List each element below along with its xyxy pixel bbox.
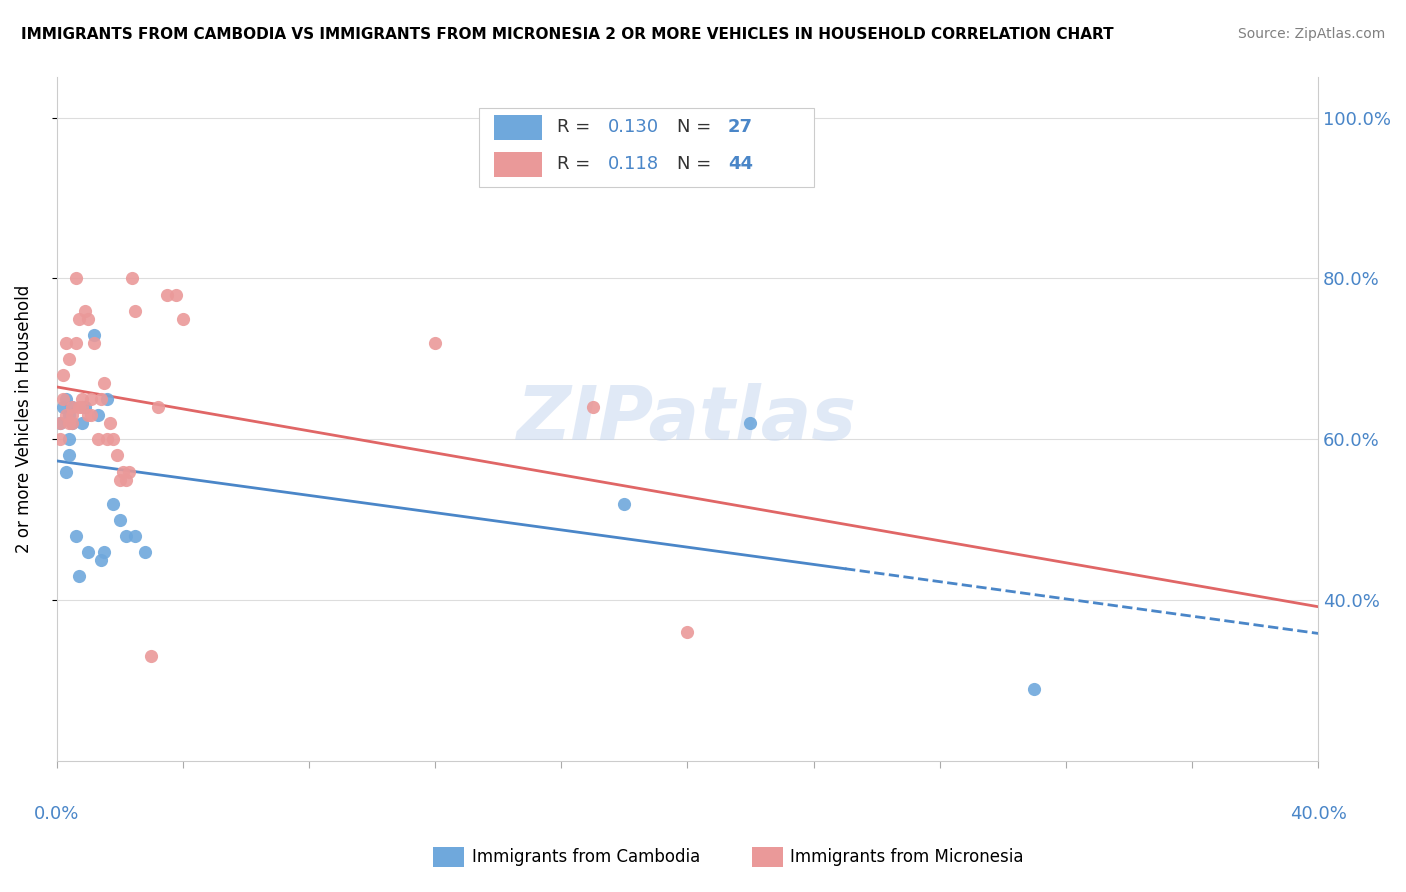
- Point: [134, 545, 156, 559]
- Point: [70, 392, 93, 406]
- Point: [80, 408, 103, 422]
- Point: [77, 311, 100, 326]
- Point: [60, 408, 83, 422]
- Point: [67, 569, 90, 583]
- Point: [740, 417, 762, 431]
- Y-axis label: 2 or more Vehicles in Household: 2 or more Vehicles in Household: [15, 285, 32, 553]
- Point: [55, 392, 77, 406]
- Point: [77, 408, 100, 422]
- Point: [49, 433, 72, 447]
- Text: 0.0%: 0.0%: [34, 805, 79, 823]
- Point: [93, 376, 115, 390]
- Point: [146, 400, 169, 414]
- Point: [124, 303, 146, 318]
- Text: R =: R =: [557, 155, 596, 173]
- Point: [60, 400, 83, 414]
- Text: 40.0%: 40.0%: [1289, 805, 1347, 823]
- Point: [58, 449, 80, 463]
- Text: IMMIGRANTS FROM CAMBODIA VS IMMIGRANTS FROM MICRONESIA 2 OR MORE VEHICLES IN HOU: IMMIGRANTS FROM CAMBODIA VS IMMIGRANTS F…: [21, 27, 1114, 42]
- Text: Immigrants from Cambodia: Immigrants from Cambodia: [472, 848, 700, 866]
- Text: ZIPatlas: ZIPatlas: [517, 383, 858, 456]
- FancyBboxPatch shape: [495, 152, 543, 177]
- Text: 0.118: 0.118: [607, 155, 659, 173]
- Point: [73, 400, 96, 414]
- Point: [105, 449, 128, 463]
- Point: [108, 513, 131, 527]
- Point: [49, 417, 72, 431]
- Text: N =: N =: [678, 155, 717, 173]
- Point: [58, 408, 80, 422]
- FancyBboxPatch shape: [479, 108, 814, 186]
- Point: [676, 625, 699, 640]
- Point: [90, 392, 112, 406]
- Point: [52, 368, 75, 382]
- Point: [55, 335, 77, 350]
- Point: [52, 392, 75, 406]
- Point: [166, 287, 188, 301]
- Point: [115, 529, 138, 543]
- Text: 44: 44: [728, 155, 752, 173]
- Point: [98, 417, 121, 431]
- Point: [70, 417, 93, 431]
- Point: [86, 433, 108, 447]
- Point: [65, 271, 87, 285]
- Point: [60, 400, 83, 414]
- Text: R =: R =: [557, 119, 596, 136]
- Point: [58, 351, 80, 366]
- Point: [103, 433, 125, 447]
- Point: [1024, 681, 1046, 696]
- Point: [65, 529, 87, 543]
- Point: [118, 465, 141, 479]
- Point: [80, 392, 103, 406]
- Point: [582, 400, 605, 414]
- Point: [172, 311, 194, 326]
- Point: [108, 473, 131, 487]
- Point: [156, 287, 179, 301]
- Point: [70, 400, 93, 414]
- Point: [613, 497, 636, 511]
- Point: [58, 417, 80, 431]
- Point: [83, 327, 105, 342]
- Point: [67, 311, 90, 326]
- Point: [58, 433, 80, 447]
- Point: [55, 408, 77, 422]
- Point: [93, 545, 115, 559]
- Point: [90, 553, 112, 567]
- Point: [60, 417, 83, 431]
- Text: Source: ZipAtlas.com: Source: ZipAtlas.com: [1237, 27, 1385, 41]
- Point: [52, 400, 75, 414]
- Text: Immigrants from Micronesia: Immigrants from Micronesia: [790, 848, 1024, 866]
- FancyBboxPatch shape: [495, 115, 543, 140]
- Point: [423, 335, 446, 350]
- Point: [111, 465, 134, 479]
- Point: [83, 335, 105, 350]
- Point: [77, 545, 100, 559]
- Point: [103, 497, 125, 511]
- Point: [141, 649, 163, 664]
- Text: N =: N =: [678, 119, 717, 136]
- Point: [73, 303, 96, 318]
- Text: 27: 27: [728, 119, 752, 136]
- Point: [121, 271, 143, 285]
- Point: [65, 335, 87, 350]
- Point: [60, 417, 83, 431]
- Point: [124, 529, 146, 543]
- Point: [96, 392, 118, 406]
- Point: [115, 473, 138, 487]
- Point: [86, 408, 108, 422]
- Point: [67, 400, 90, 414]
- Point: [49, 417, 72, 431]
- Point: [55, 465, 77, 479]
- Text: 0.130: 0.130: [607, 119, 659, 136]
- Point: [96, 433, 118, 447]
